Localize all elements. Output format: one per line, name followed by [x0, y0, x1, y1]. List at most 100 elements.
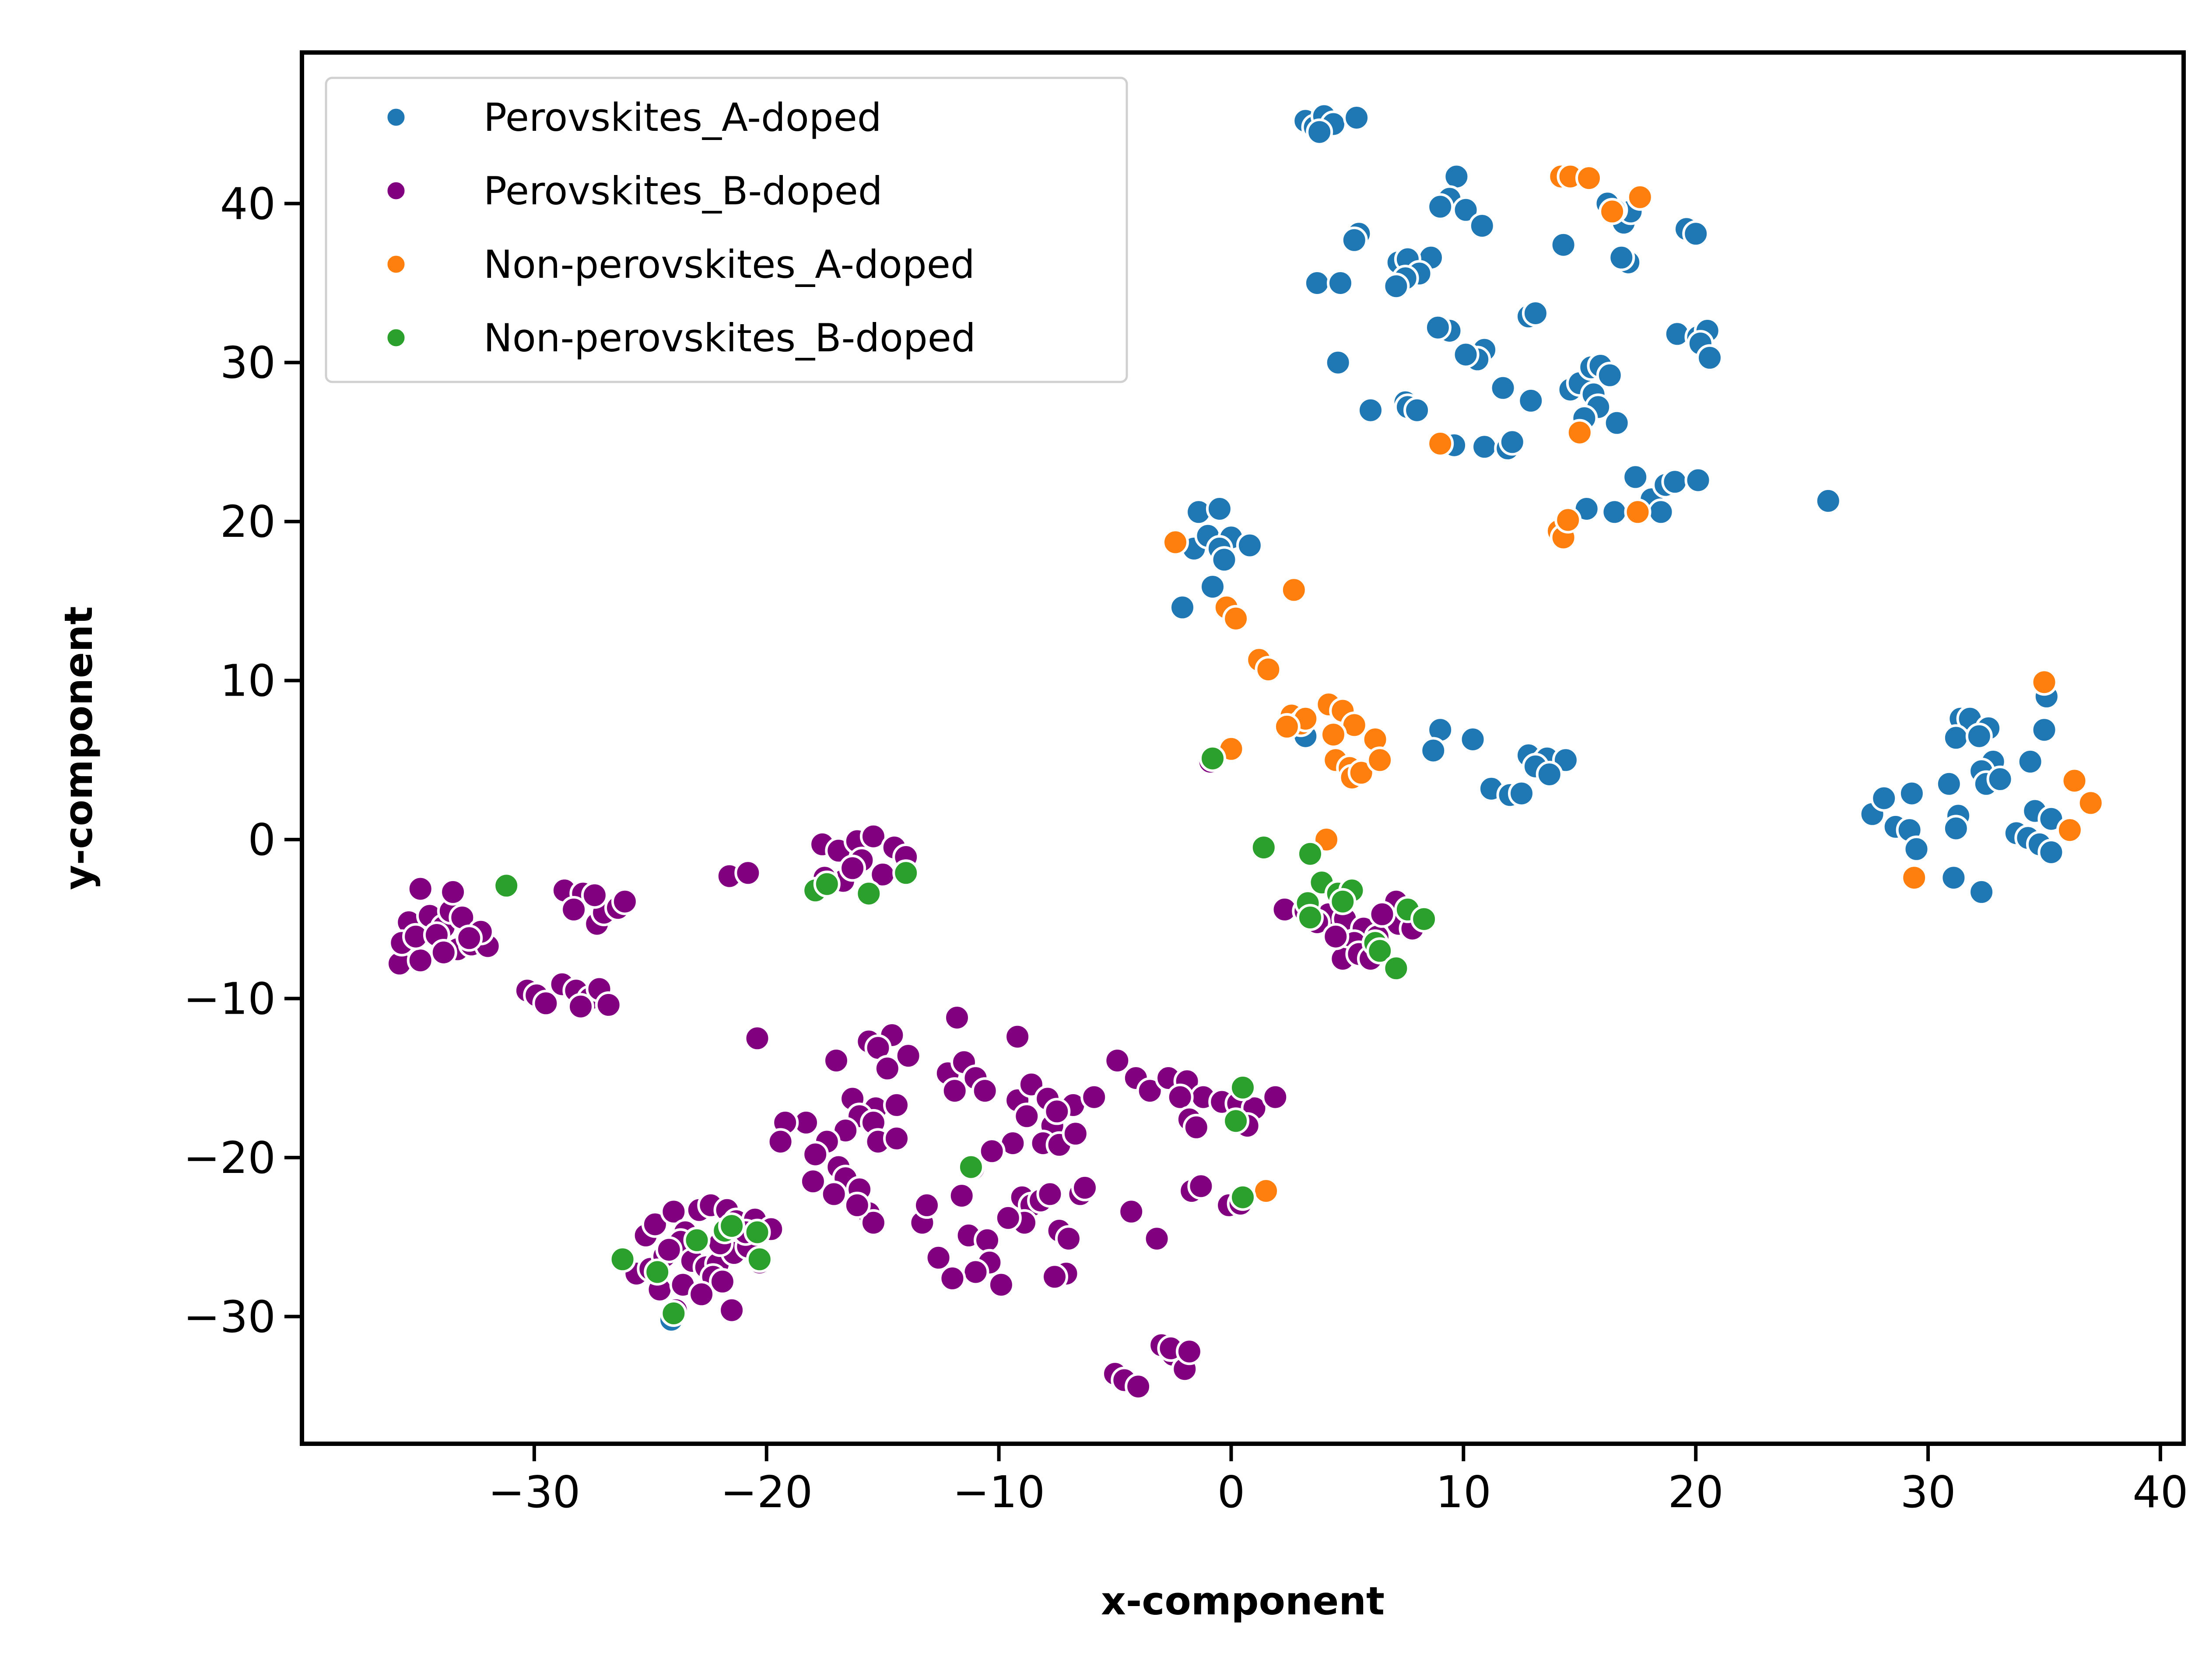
data-point — [1306, 118, 1333, 146]
data-point — [683, 1226, 711, 1254]
data-point — [1601, 498, 1628, 526]
x-tick-label: 30 — [1900, 1466, 1956, 1518]
data-point — [1986, 765, 2014, 793]
data-point — [2077, 789, 2104, 817]
data-point — [974, 1226, 1001, 1254]
data-point — [567, 993, 594, 1020]
data-point — [1236, 532, 1263, 559]
data-point — [1043, 1098, 1071, 1125]
data-point — [913, 1191, 940, 1219]
data-point — [1273, 713, 1301, 740]
y-tick-label: −20 — [183, 1132, 276, 1183]
data-point — [1489, 374, 1517, 402]
data-point — [1508, 780, 1535, 807]
data-point — [1004, 1023, 1031, 1050]
data-point — [439, 878, 467, 906]
data-point — [1443, 163, 1470, 190]
x-tick-label: 0 — [1217, 1466, 1245, 1518]
data-point — [1410, 905, 1438, 933]
data-point — [1403, 396, 1431, 424]
legend: Perovskites_A-doped Perovskites_B-doped No… — [325, 77, 1128, 383]
data-point — [1424, 314, 1452, 341]
data-point — [2030, 716, 2058, 744]
data-point — [859, 822, 887, 850]
data-point — [1125, 1373, 1152, 1400]
x-tick-label: −20 — [720, 1466, 813, 1518]
data-point — [1162, 528, 1189, 556]
data-point — [1382, 273, 1410, 300]
data-point — [1080, 1083, 1108, 1111]
legend-box — [325, 77, 1128, 383]
data-point — [1452, 196, 1480, 224]
data-point — [1575, 164, 1602, 192]
data-point — [1366, 937, 1394, 965]
y-tick-label: −10 — [183, 973, 276, 1024]
data-point — [855, 880, 883, 907]
data-point — [987, 1271, 1015, 1298]
y-axis-ticks: −30 −20 −10 0 10 20 30 40 — [183, 178, 302, 1342]
data-point — [611, 888, 638, 915]
y-axis-label: y-component — [56, 606, 101, 890]
data-point — [1661, 468, 1689, 496]
data-point — [1459, 726, 1487, 753]
data-point — [1136, 1077, 1164, 1105]
legend-label: Non-perovskites_B-doped — [484, 315, 976, 360]
data-point — [957, 1153, 985, 1181]
data-point — [1036, 1180, 1064, 1208]
data-point — [1210, 546, 1238, 574]
legend-marker — [385, 327, 407, 349]
series-1 — [386, 748, 1426, 1400]
data-point — [1041, 1263, 1068, 1291]
data-point — [1357, 396, 1384, 424]
data-point — [2037, 839, 2065, 866]
data-point — [746, 1246, 773, 1273]
data-point — [1187, 1172, 1215, 1200]
data-point — [1696, 344, 1723, 371]
data-point — [1199, 573, 1226, 601]
x-tick-label: −30 — [488, 1466, 580, 1518]
data-point — [1071, 1174, 1098, 1201]
series-2 — [1162, 163, 2104, 1205]
data-point — [1622, 463, 1649, 491]
data-point — [1222, 1107, 1250, 1135]
data-point — [883, 1091, 910, 1119]
data-point — [1262, 1083, 1289, 1111]
data-point — [1471, 433, 1498, 461]
data-point — [1898, 780, 1925, 807]
data-point — [1104, 1047, 1131, 1074]
data-point — [560, 896, 588, 923]
data-point — [1814, 487, 1842, 514]
y-tick-label: 40 — [220, 178, 276, 229]
legend-marker — [385, 180, 407, 202]
data-point — [1536, 761, 1563, 788]
data-point — [581, 882, 608, 909]
data-point — [1608, 244, 1635, 271]
data-point — [1427, 193, 1454, 220]
data-point — [1343, 104, 1371, 131]
data-point — [843, 1191, 871, 1219]
data-point — [820, 1180, 848, 1208]
data-point — [1320, 721, 1347, 749]
data-point — [1596, 361, 1623, 389]
data-point — [892, 859, 920, 887]
data-point — [1968, 878, 1995, 906]
data-point — [1252, 1177, 1280, 1205]
data-point — [971, 1077, 999, 1105]
data-point — [1427, 430, 1454, 457]
data-point — [1013, 1102, 1041, 1130]
data-point — [1255, 656, 1282, 683]
data-point — [655, 1236, 683, 1264]
data-point — [1199, 745, 1226, 772]
data-point — [943, 1004, 971, 1031]
data-point — [799, 1168, 827, 1195]
data-point — [718, 1212, 746, 1240]
data-point — [894, 1042, 922, 1070]
x-tick-label: 10 — [1436, 1466, 1491, 1518]
data-point — [1382, 955, 1410, 982]
data-point — [1566, 419, 1593, 446]
legend-label: Non-perovskites_A-doped — [484, 242, 975, 287]
legend-label: Perovskites_A-doped — [484, 95, 882, 140]
data-point — [595, 991, 622, 1018]
data-point — [708, 1268, 736, 1295]
data-point — [1522, 300, 1549, 327]
